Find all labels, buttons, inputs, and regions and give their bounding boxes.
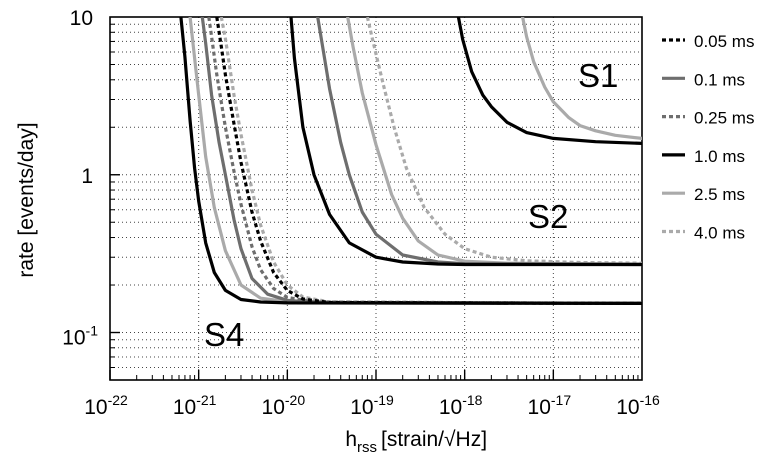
legend-label: 0.25 ms — [694, 109, 754, 128]
x-tick-exponent: -18 — [462, 392, 482, 408]
x-tick-exponent: -22 — [108, 392, 128, 408]
x-tick-exponent: -21 — [196, 392, 216, 408]
x-tick-exponent: -20 — [285, 392, 305, 408]
annotation-s2: S2 — [528, 198, 568, 235]
legend-item: 1.0 ms — [662, 147, 745, 166]
legend-item: 2.5 ms — [662, 185, 745, 204]
x-tick-base: 10 — [616, 396, 639, 419]
annotation-s4: S4 — [204, 316, 244, 353]
x-tick-exponent: -17 — [551, 392, 571, 408]
x-tick-label: 10-16 — [616, 392, 660, 419]
y-tick-label: 1 — [81, 165, 93, 188]
legend-item: 0.1 ms — [662, 70, 745, 89]
x-tick-labels: 10-22 10-21 10-20 10-19 10-18 10-17 10-16 — [84, 392, 660, 419]
x-tick-label: 10-17 — [528, 392, 572, 419]
x-tick-label: 10-22 — [84, 392, 128, 419]
x-tick-base: 10 — [350, 396, 373, 419]
x-tick-base: 10 — [84, 396, 107, 419]
series-line-s4-1-0-ms — [181, 17, 642, 303]
x-tick-base: 10 — [262, 396, 285, 419]
x-axis-label: hrss [strain/√Hz] — [345, 428, 487, 456]
x-axis-label-main: h — [345, 428, 357, 451]
legend-item: 0.05 ms — [662, 32, 754, 51]
x-axis-label-unit: [strain/√Hz] — [381, 428, 487, 451]
x-axis-label-subscript: rss — [357, 439, 377, 456]
svg-text:hrss: hrss — [345, 428, 377, 456]
x-tick-exponent: -19 — [374, 392, 394, 408]
x-tick-base: 10 — [528, 396, 551, 419]
legend-label: 1.0 ms — [694, 147, 745, 166]
x-tick-label: 10-21 — [173, 392, 217, 419]
y-tick-label: 10-1 — [62, 323, 98, 350]
x-tick-exponent: -16 — [640, 392, 660, 408]
y-tick-label: 10 — [70, 7, 93, 30]
x-tick-base: 10 — [439, 396, 462, 419]
legend-item: 4.0 ms — [662, 224, 745, 243]
x-tick-base: 10 — [173, 396, 196, 419]
y-axis-label: rate [events/day] — [15, 122, 38, 277]
legend-label: 0.1 ms — [694, 70, 745, 89]
series-layer — [181, 17, 642, 303]
x-tick-label: 10-20 — [262, 392, 306, 419]
x-tick-label: 10-19 — [350, 392, 394, 419]
legend-label: 4.0 ms — [694, 224, 745, 243]
legend: 0.05 ms 0.1 ms 0.25 ms 1.0 ms 2.5 ms 4.0 ms — [662, 32, 754, 243]
y-tick-base: 10 — [62, 327, 85, 350]
legend-label: 0.05 ms — [694, 32, 754, 51]
x-tick-label: 10-18 — [439, 392, 483, 419]
legend-label: 2.5 ms — [694, 185, 745, 204]
legend-item: 0.25 ms — [662, 109, 754, 128]
annotation-s1: S1 — [578, 57, 618, 94]
y-tick-exponent: -1 — [86, 323, 99, 339]
